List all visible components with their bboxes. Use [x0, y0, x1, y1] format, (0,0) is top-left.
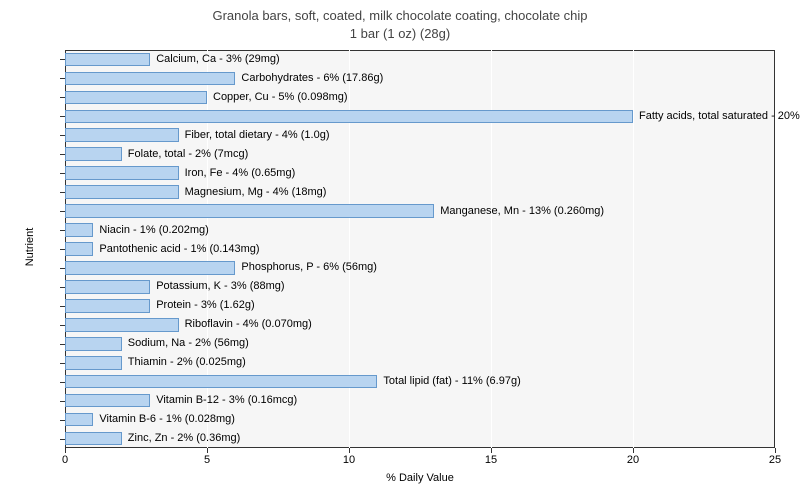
y-tick — [60, 116, 65, 117]
nutrient-bar-label: Potassium, K - 3% (88mg) — [156, 280, 284, 292]
y-tick — [60, 211, 65, 212]
nutrient-bar-label: Sodium, Na - 2% (56mg) — [128, 337, 249, 349]
nutrient-bar-label: Phosphorus, P - 6% (56mg) — [241, 261, 377, 273]
y-tick — [60, 249, 65, 250]
y-tick — [60, 325, 65, 326]
nutrient-bar — [65, 53, 150, 67]
x-tick-label: 20 — [613, 454, 653, 466]
x-tick — [775, 448, 776, 453]
nutrient-bar-label: Folate, total - 2% (7mcg) — [128, 148, 248, 160]
nutrient-bar — [65, 394, 150, 408]
nutrient-bar — [65, 147, 122, 161]
y-tick — [60, 401, 65, 402]
y-tick — [60, 59, 65, 60]
x-tick — [349, 448, 350, 453]
x-tick-label: 15 — [471, 454, 511, 466]
y-tick — [60, 306, 65, 307]
y-tick — [60, 420, 65, 421]
nutrient-bar — [65, 72, 235, 86]
nutrient-bar — [65, 110, 633, 124]
nutrient-bar — [65, 128, 179, 142]
nutrient-bar-label: Fiber, total dietary - 4% (1.0g) — [185, 129, 330, 141]
nutrient-bar — [65, 280, 150, 294]
y-tick — [60, 97, 65, 98]
nutrient-bar — [65, 299, 150, 313]
chart-title-line1: Granola bars, soft, coated, milk chocola… — [0, 8, 800, 23]
nutrient-bar — [65, 356, 122, 370]
nutrient-bar-label: Total lipid (fat) - 11% (6.97g) — [383, 375, 520, 387]
nutrient-bar — [65, 432, 122, 446]
x-gridline — [633, 50, 634, 448]
nutrient-bar-label: Protein - 3% (1.62g) — [156, 299, 254, 311]
y-tick — [60, 173, 65, 174]
nutrient-bar-label: Carbohydrates - 6% (17.86g) — [241, 72, 383, 84]
nutrient-bar-label: Pantothenic acid - 1% (0.143mg) — [99, 243, 259, 255]
nutrient-bar-label: Riboflavin - 4% (0.070mg) — [185, 318, 312, 330]
y-tick — [60, 382, 65, 383]
x-tick-label: 5 — [187, 454, 227, 466]
x-tick — [633, 448, 634, 453]
x-tick-label: 25 — [755, 454, 795, 466]
x-tick — [65, 448, 66, 453]
nutrient-bar-label: Copper, Cu - 5% (0.098mg) — [213, 91, 348, 103]
nutrient-bar-label: Thiamin - 2% (0.025mg) — [128, 356, 246, 368]
nutrient-bar — [65, 91, 207, 105]
nutrient-bar-label: Magnesium, Mg - 4% (18mg) — [185, 186, 327, 198]
x-axis-label: % Daily Value — [65, 472, 775, 484]
nutrient-bar-label: Vitamin B-6 - 1% (0.028mg) — [99, 413, 235, 425]
y-tick — [60, 363, 65, 364]
x-tick-label: 10 — [329, 454, 369, 466]
x-tick — [491, 448, 492, 453]
y-tick — [60, 439, 65, 440]
nutrient-bar — [65, 185, 179, 199]
y-tick — [60, 287, 65, 288]
nutrient-bar — [65, 413, 93, 427]
nutrient-bar — [65, 242, 93, 256]
x-tick — [207, 448, 208, 453]
nutrient-bar-label: Manganese, Mn - 13% (0.260mg) — [440, 205, 604, 217]
nutrient-bar-label: Fatty acids, total saturated - 20% (3.98… — [639, 110, 800, 122]
nutrient-bar — [65, 223, 93, 237]
nutrient-bar-label: Calcium, Ca - 3% (29mg) — [156, 53, 279, 65]
y-tick — [60, 268, 65, 269]
y-tick — [60, 154, 65, 155]
nutrient-bar-label: Zinc, Zn - 2% (0.36mg) — [128, 432, 240, 444]
nutrient-bar-chart: { "chart": { "type": "horizontal-bar", "… — [0, 0, 800, 500]
nutrient-bar-label: Vitamin B-12 - 3% (0.16mcg) — [156, 394, 297, 406]
x-tick-label: 0 — [45, 454, 85, 466]
nutrient-bar — [65, 166, 179, 180]
nutrient-bar-label: Iron, Fe - 4% (0.65mg) — [185, 167, 296, 179]
y-tick — [60, 78, 65, 79]
nutrient-bar — [65, 375, 377, 389]
nutrient-bar — [65, 261, 235, 275]
y-tick — [60, 230, 65, 231]
y-tick — [60, 344, 65, 345]
nutrient-bar — [65, 204, 434, 218]
nutrient-bar — [65, 337, 122, 351]
nutrient-bar — [65, 318, 179, 332]
y-axis-label: Nutrient — [24, 217, 36, 277]
y-tick — [60, 192, 65, 193]
y-tick — [60, 135, 65, 136]
chart-title-line2: 1 bar (1 oz) (28g) — [0, 26, 800, 41]
nutrient-bar-label: Niacin - 1% (0.202mg) — [99, 224, 208, 236]
